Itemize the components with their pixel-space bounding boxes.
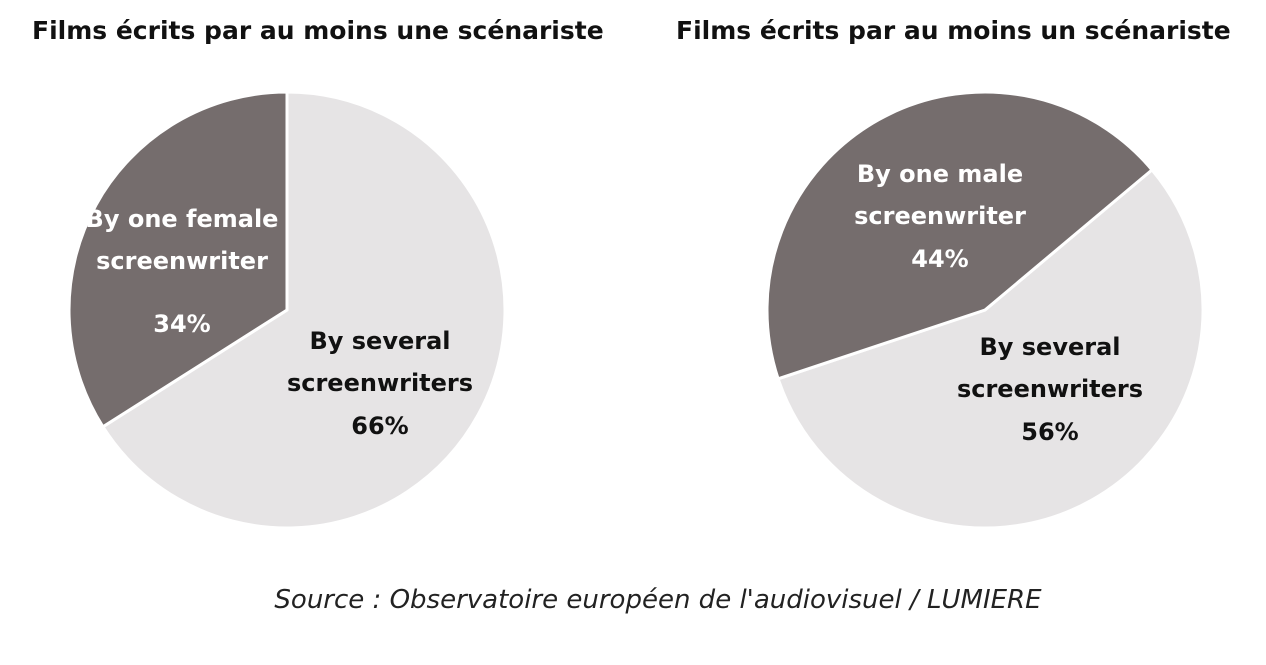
chart-title: Films écrits par au moins une scénariste bbox=[32, 16, 604, 45]
pie-slice bbox=[776, 167, 1205, 530]
slice-label: By one female screenwriter bbox=[85, 205, 279, 275]
source: Source : Observatoire européen de l'audi… bbox=[274, 585, 1042, 615]
chart-title: Films écrits par au moins un scénariste bbox=[676, 16, 1231, 45]
pie-slice bbox=[765, 90, 1155, 381]
slice-label: By several screenwriters bbox=[956, 333, 1144, 403]
value-label: 34% bbox=[153, 310, 211, 338]
value-label: 66% bbox=[351, 412, 409, 440]
pie-slice bbox=[67, 90, 289, 429]
slice-label: By one male screenwriter bbox=[854, 160, 1026, 230]
pie-slice bbox=[100, 90, 507, 530]
slice-label: By several screenwriters bbox=[286, 327, 474, 397]
value-label: 44% bbox=[911, 245, 969, 273]
value-label: 56% bbox=[1021, 418, 1079, 446]
